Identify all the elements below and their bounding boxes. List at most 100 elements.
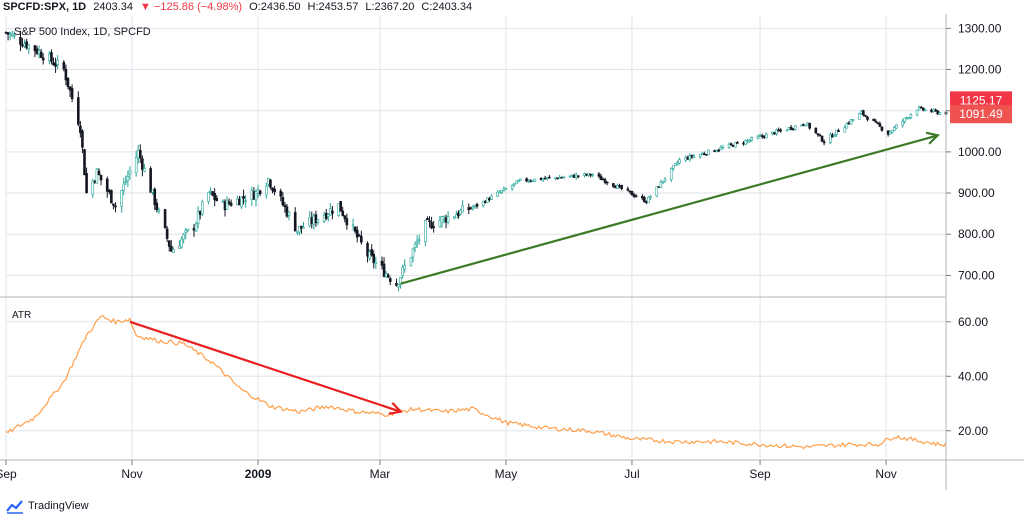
price-badge-label: 1091.49 (959, 107, 1003, 121)
candle-body (124, 181, 128, 183)
candle-body (428, 220, 431, 222)
candle-body (895, 124, 898, 129)
candle-body (254, 191, 258, 201)
candle-body (374, 262, 378, 265)
candle-body (85, 173, 88, 193)
price-tick-label: 900.00 (958, 186, 995, 200)
candle-body (514, 180, 518, 185)
candle-body (279, 190, 283, 197)
last-price: 2403.34 (93, 1, 133, 13)
candle-body (240, 196, 243, 208)
close-value: C:2403.34 (421, 1, 473, 13)
candle-body (686, 157, 690, 160)
candle-body (91, 180, 95, 195)
candle-body (930, 109, 933, 113)
candle-body (587, 173, 590, 176)
price-badge (950, 105, 1012, 124)
candle-body (626, 188, 630, 191)
candle-body (612, 183, 615, 187)
candle-body (99, 174, 103, 181)
candle-body (120, 190, 123, 207)
candle-body (368, 251, 371, 259)
candle-body (802, 124, 805, 126)
candle-body (211, 191, 214, 196)
candle-body (700, 152, 704, 155)
candle-body (225, 199, 229, 210)
symbol-label[interactable]: SPCFD:SPX, 1D (3, 1, 87, 13)
candle-body (605, 181, 609, 184)
candle-body (874, 120, 878, 123)
candle-body (510, 185, 514, 189)
candle-body (502, 188, 506, 191)
candle-body (413, 243, 417, 248)
candle-body (19, 36, 22, 45)
candle-body (411, 248, 415, 258)
candle-body (357, 235, 361, 237)
time-tick-label: Jul (624, 467, 639, 481)
candle-body (351, 224, 355, 227)
tradingview-brand[interactable]: TradingView (6, 497, 89, 515)
high-value: H:2453.57 (307, 1, 359, 13)
candle-body (655, 186, 659, 197)
candle-body (529, 180, 533, 183)
candle-body (295, 230, 299, 233)
trend-arrow-line (400, 134, 939, 285)
candle-body (800, 124, 803, 127)
candle-body (562, 176, 566, 179)
candle-body (705, 153, 708, 156)
candle-body (628, 190, 632, 193)
candle-body (252, 191, 256, 200)
candle-body (707, 149, 710, 156)
candle-body (771, 131, 774, 135)
candle-body (847, 122, 851, 125)
candle-body (775, 129, 778, 135)
candle-body (337, 203, 340, 216)
candle-body (149, 168, 152, 193)
candle-body (180, 238, 183, 248)
candle-body (285, 206, 289, 217)
candle-body (6, 32, 10, 35)
candle-body (256, 189, 260, 194)
candle-body (114, 205, 117, 208)
candle-body (244, 200, 247, 203)
candle-body (341, 210, 345, 216)
candle-body (731, 144, 735, 147)
candle-body (684, 157, 687, 161)
candle-body (366, 243, 369, 257)
candle-body (496, 191, 499, 197)
candle-body (835, 129, 838, 136)
atr-line-series (5, 315, 947, 450)
candle-body (355, 229, 359, 238)
candle-body (184, 230, 188, 233)
candle-body (872, 118, 875, 122)
candle-body (568, 175, 572, 178)
candle-body (690, 155, 694, 158)
candle-body (469, 207, 473, 209)
candle-body (570, 174, 574, 177)
atr-pane-title[interactable]: ATR (12, 310, 32, 321)
candle-body (934, 109, 937, 112)
candle-body (409, 257, 413, 267)
candle-body (717, 149, 721, 152)
candle-body (762, 135, 766, 138)
candle-body (186, 228, 190, 232)
candle-body (167, 240, 171, 247)
candle-body (471, 206, 475, 210)
candle-body (727, 143, 731, 148)
candle-body (178, 245, 181, 249)
candle-body (901, 120, 904, 126)
candle-body (760, 135, 764, 137)
candle-body (122, 183, 126, 191)
candle-body (329, 208, 332, 216)
candle-body (736, 142, 739, 144)
candle-body (417, 239, 421, 241)
candle-body (271, 187, 274, 191)
candle-body (634, 195, 638, 198)
candle-body (370, 249, 373, 256)
candle-body (457, 212, 460, 217)
candle-body (641, 196, 644, 199)
main-series-title[interactable]: S&P 500 Index, 1D, SPCFD (14, 26, 151, 38)
candle-body (77, 97, 80, 125)
candle-body (360, 235, 363, 243)
